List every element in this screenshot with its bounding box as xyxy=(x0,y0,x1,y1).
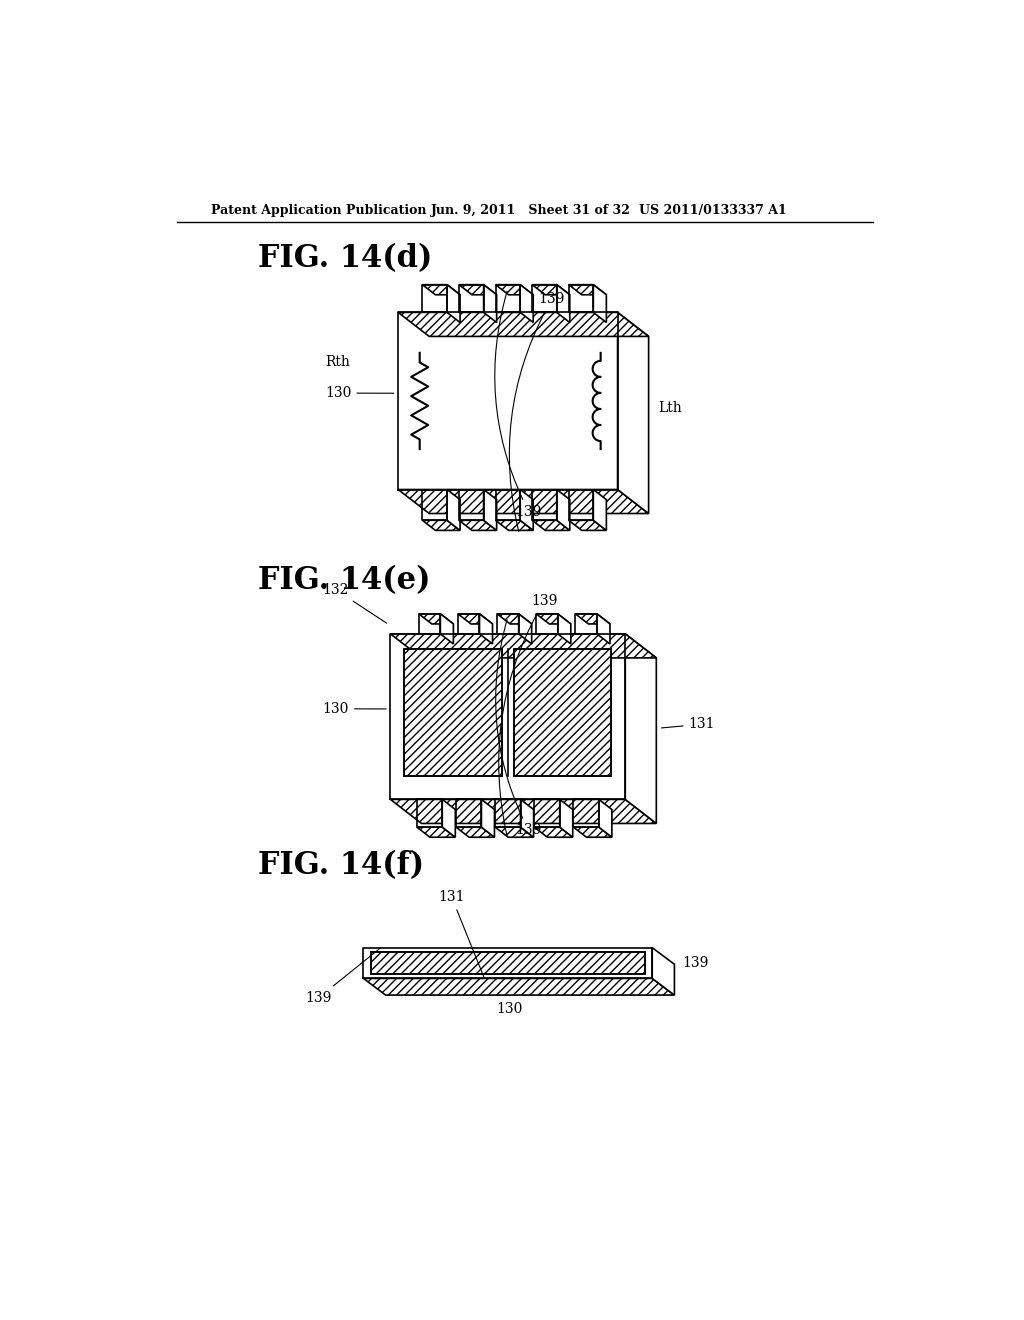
Polygon shape xyxy=(404,649,502,776)
Text: 131: 131 xyxy=(438,891,483,977)
Text: US 2011/0133337 A1: US 2011/0133337 A1 xyxy=(639,205,786,218)
Text: 139: 139 xyxy=(495,292,542,519)
Polygon shape xyxy=(483,285,497,322)
Polygon shape xyxy=(479,614,493,644)
Polygon shape xyxy=(652,948,675,995)
Polygon shape xyxy=(422,285,460,294)
Polygon shape xyxy=(573,828,612,837)
Text: 139: 139 xyxy=(499,594,557,837)
Polygon shape xyxy=(390,634,656,657)
Text: 139: 139 xyxy=(496,619,542,837)
Polygon shape xyxy=(520,800,534,837)
Text: Rth: Rth xyxy=(325,355,350,370)
Polygon shape xyxy=(557,490,569,531)
Polygon shape xyxy=(575,614,610,624)
Polygon shape xyxy=(447,490,460,531)
Polygon shape xyxy=(496,828,534,837)
Polygon shape xyxy=(557,285,569,322)
Polygon shape xyxy=(419,614,454,624)
Polygon shape xyxy=(417,828,456,837)
Text: 132: 132 xyxy=(323,583,387,623)
Polygon shape xyxy=(364,978,675,995)
Text: 130: 130 xyxy=(497,1002,522,1016)
Polygon shape xyxy=(398,490,648,513)
Polygon shape xyxy=(459,520,497,531)
Polygon shape xyxy=(518,614,531,644)
Polygon shape xyxy=(458,614,493,624)
Polygon shape xyxy=(537,614,570,624)
Polygon shape xyxy=(568,520,606,531)
Polygon shape xyxy=(459,285,497,294)
Polygon shape xyxy=(535,828,572,837)
Polygon shape xyxy=(593,285,606,322)
Polygon shape xyxy=(481,800,495,837)
Text: Lth: Lth xyxy=(657,401,682,416)
Text: 139: 139 xyxy=(509,292,565,532)
Text: 139: 139 xyxy=(306,948,381,1005)
Polygon shape xyxy=(568,285,606,294)
Text: Jun. 9, 2011   Sheet 31 of 32: Jun. 9, 2011 Sheet 31 of 32 xyxy=(431,205,631,218)
Polygon shape xyxy=(483,490,497,531)
Text: 130: 130 xyxy=(325,387,394,400)
Polygon shape xyxy=(456,828,495,837)
Polygon shape xyxy=(597,614,610,644)
Polygon shape xyxy=(390,800,656,824)
Polygon shape xyxy=(514,649,611,776)
Text: 130: 130 xyxy=(323,702,386,715)
Text: 139: 139 xyxy=(682,956,709,970)
Polygon shape xyxy=(442,800,456,837)
Polygon shape xyxy=(422,520,460,531)
Text: 131: 131 xyxy=(662,717,715,731)
Polygon shape xyxy=(496,520,534,531)
Text: FIG. 14(f): FIG. 14(f) xyxy=(258,850,424,880)
Polygon shape xyxy=(599,800,612,837)
Polygon shape xyxy=(593,490,606,531)
Polygon shape xyxy=(617,313,648,513)
Polygon shape xyxy=(560,800,572,837)
Polygon shape xyxy=(532,520,569,531)
Polygon shape xyxy=(520,490,534,531)
Polygon shape xyxy=(398,313,648,337)
Text: FIG. 14(e): FIG. 14(e) xyxy=(258,565,430,595)
Polygon shape xyxy=(626,634,656,824)
Polygon shape xyxy=(497,614,531,624)
Text: FIG. 14(d): FIG. 14(d) xyxy=(258,243,432,275)
Polygon shape xyxy=(440,614,454,644)
Polygon shape xyxy=(532,285,569,294)
Polygon shape xyxy=(496,285,534,294)
Text: Patent Application Publication: Patent Application Publication xyxy=(211,205,427,218)
Polygon shape xyxy=(371,952,644,974)
Polygon shape xyxy=(558,614,570,644)
Polygon shape xyxy=(520,285,534,322)
Polygon shape xyxy=(447,285,460,322)
